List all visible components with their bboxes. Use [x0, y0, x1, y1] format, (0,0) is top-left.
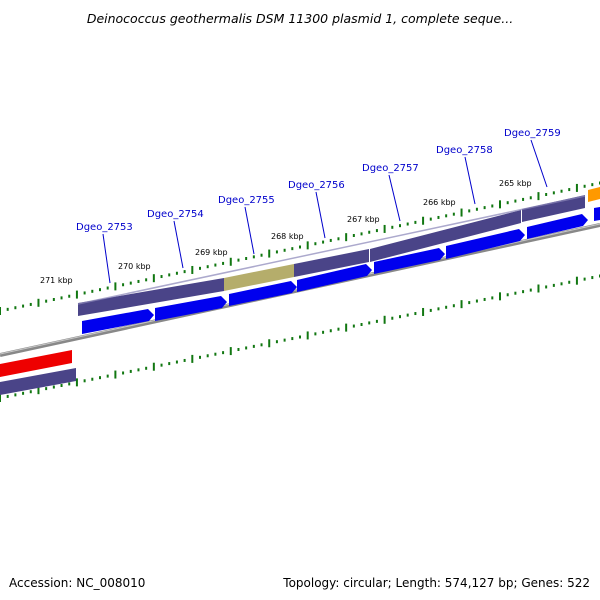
- kbp-label: 271 kbp: [40, 276, 73, 285]
- gene-labels: Dgeo_2753 Dgeo_2754 Dgeo_2755 Dgeo_2756 Dgeo…: [76, 128, 561, 284]
- kbp-label: 265 kbp: [499, 179, 532, 188]
- kbp-labels: 271 kbp 270 kbp 269 kbp 268 kbp 267 kbp 266 k…: [40, 179, 532, 285]
- gene-block-2756[interactable]: [294, 249, 369, 277]
- gene-label-dgeo_2756[interactable]: Dgeo_2756: [288, 180, 345, 191]
- gene-block-left[interactable]: [0, 368, 76, 395]
- cds-arrow-2759[interactable]: [527, 214, 588, 239]
- cds-arrow-2758[interactable]: [446, 229, 525, 259]
- map-title: Deinococcus geothermalis DSM 11300 plasm…: [86, 11, 514, 26]
- kbp-label: 266 kbp: [423, 198, 456, 207]
- gene-block-2759[interactable]: [522, 195, 585, 222]
- gene-leader-line: [464, 156, 476, 205]
- gene-label-dgeo_2759[interactable]: Dgeo_2759: [504, 128, 561, 139]
- cds-arrow-2755[interactable]: [229, 281, 297, 306]
- kbp-label: 269 kbp: [195, 248, 228, 257]
- cds-arrow-edge[interactable]: [594, 207, 600, 221]
- cds-arrow-2757[interactable]: [374, 248, 445, 274]
- kbp-label: 267 kbp: [347, 215, 380, 224]
- upper-tick-ring: [0, 181, 600, 315]
- gene-label-dgeo_2757[interactable]: Dgeo_2757: [362, 163, 419, 174]
- gene-leader-line: [388, 174, 401, 222]
- cds-track: [82, 207, 600, 334]
- cds-arrow-2754[interactable]: [155, 296, 227, 321]
- lower-tick-ring: [0, 274, 600, 402]
- gene-block-2755[interactable]: [224, 264, 294, 291]
- gene-leader-line: [530, 139, 548, 188]
- gene-label-dgeo_2754[interactable]: Dgeo_2754: [147, 209, 204, 220]
- cds-arrow-2756[interactable]: [297, 264, 372, 292]
- gene-leader-line: [173, 220, 184, 269]
- gene-leader-line: [244, 206, 255, 255]
- gene-block-2753[interactable]: [78, 278, 224, 316]
- accession-label: Accession: NC_008010: [9, 576, 146, 590]
- gene-label-dgeo_2753[interactable]: Dgeo_2753: [76, 222, 133, 233]
- gene-leader-line: [315, 191, 326, 239]
- gene-leader-line: [102, 233, 111, 284]
- topology-summary: Topology: circular; Length: 574,127 bp; …: [283, 576, 590, 590]
- cds-arrow-2753[interactable]: [82, 309, 154, 334]
- kbp-label: 268 kbp: [271, 232, 304, 241]
- gene-label-dgeo_2755[interactable]: Dgeo_2755: [218, 195, 275, 206]
- orange-feature[interactable]: [588, 187, 600, 202]
- gene-track: [0, 195, 586, 395]
- gene-label-dgeo_2758[interactable]: Dgeo_2758: [436, 145, 493, 156]
- red-feature[interactable]: [0, 350, 72, 377]
- gene-block-2757[interactable]: [370, 210, 521, 262]
- kbp-label: 270 kbp: [118, 262, 151, 271]
